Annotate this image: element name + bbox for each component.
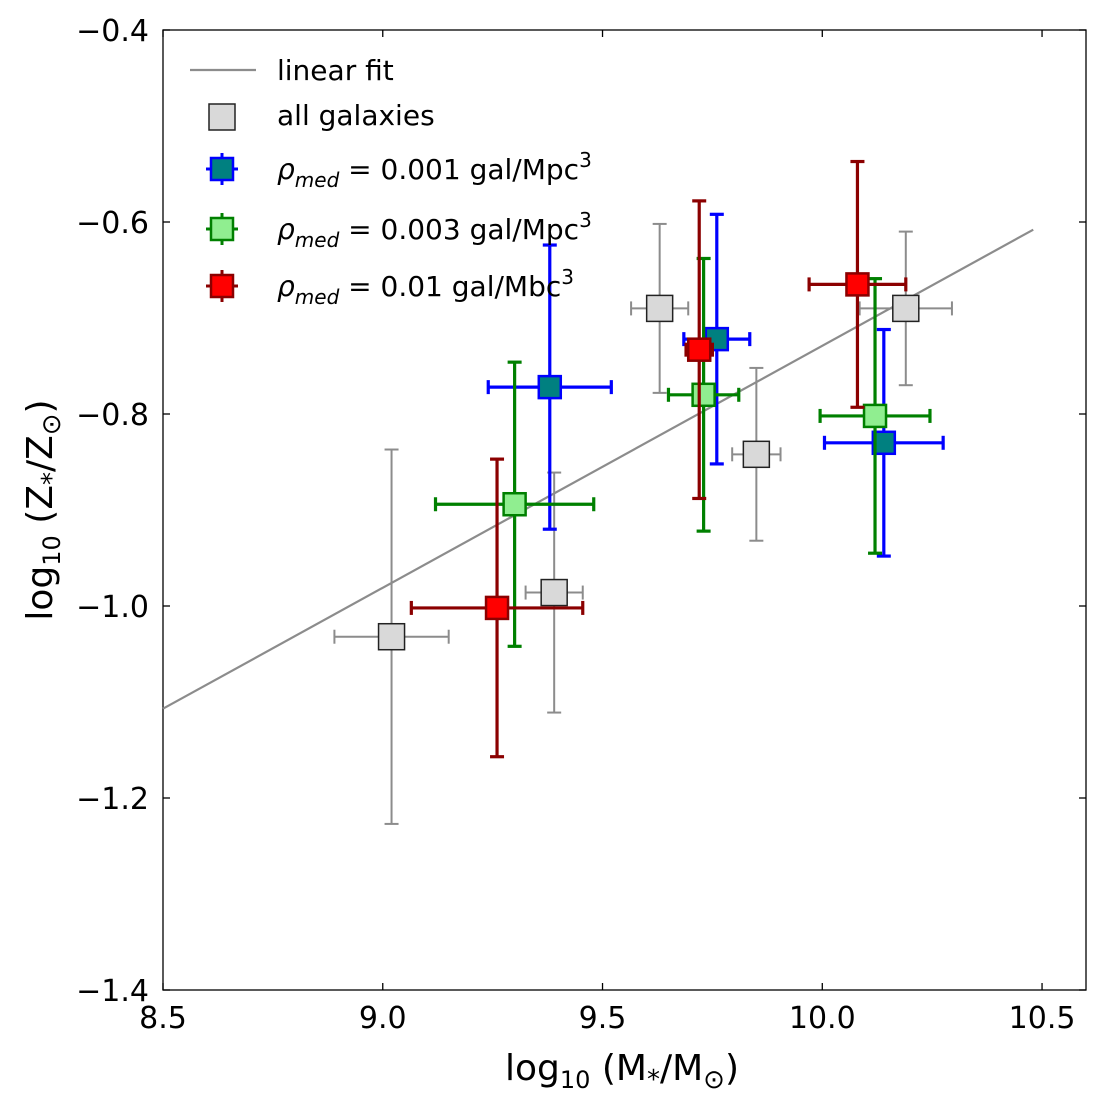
legend-green-swatch bbox=[206, 213, 238, 245]
legend-blue-swatch bbox=[206, 153, 238, 185]
x-tick-label: 9.0 bbox=[359, 1001, 407, 1036]
y-tick-label: −1.0 bbox=[76, 590, 149, 625]
data-point bbox=[524, 471, 584, 714]
point-marker bbox=[540, 578, 568, 607]
x-label-close: ) bbox=[725, 1048, 739, 1089]
point-marker bbox=[871, 430, 897, 456]
legend-red-label: ρmed = 0.01 gal/Mbc3 bbox=[277, 265, 574, 309]
fit-line-group bbox=[162, 228, 1034, 710]
data-point bbox=[486, 243, 613, 531]
data-point bbox=[333, 448, 450, 825]
data-point bbox=[409, 457, 585, 759]
legend-fit-label: linear fit bbox=[277, 54, 394, 87]
y-label-sub: 10 bbox=[38, 535, 66, 566]
linear-fit-line bbox=[162, 228, 1034, 710]
data-point bbox=[818, 277, 932, 555]
axis-ticks: 8.5 9.0 9.5 10.0 10.5 −0.4 −0.6 −0.8 −1.0 −1.2 −1.… bbox=[76, 14, 1086, 1036]
legend-red-rho: ρ bbox=[277, 270, 295, 303]
point-marker bbox=[502, 491, 527, 517]
data-point bbox=[630, 222, 690, 394]
x-tick-label: 10.5 bbox=[1009, 1001, 1076, 1036]
point-marker bbox=[484, 595, 510, 621]
legend-red-sup: 3 bbox=[561, 265, 574, 289]
data-point bbox=[807, 159, 908, 409]
point-marker bbox=[691, 382, 716, 408]
data-point bbox=[731, 366, 782, 542]
legend-green-rho: ρ bbox=[277, 213, 295, 246]
legend-blue-rho: ρ bbox=[277, 153, 295, 186]
legend-blue-sub: med bbox=[295, 168, 340, 192]
legend-red-swatch bbox=[206, 270, 238, 302]
x-tick-label: 9.5 bbox=[579, 1001, 627, 1036]
x-label-sun: ⊙ bbox=[703, 1065, 725, 1095]
x-tick-label: 10.0 bbox=[789, 1001, 856, 1036]
y-label-open: (Z bbox=[20, 485, 61, 535]
point-marker bbox=[845, 272, 870, 297]
point-marker bbox=[892, 294, 920, 323]
legend-green-val: = 0.003 gal/Mpc bbox=[339, 213, 579, 246]
legend-green-label: ρmed = 0.003 gal/Mpc3 bbox=[277, 208, 592, 252]
y-label-sun: ⊙ bbox=[37, 413, 67, 435]
data-point bbox=[684, 199, 715, 501]
x-label-star: * bbox=[647, 1065, 660, 1095]
legend-blue-sup: 3 bbox=[579, 148, 592, 172]
legend-red-sub: med bbox=[295, 285, 340, 309]
y-tick-label: −0.4 bbox=[76, 14, 149, 49]
y-tick-label: −0.8 bbox=[76, 398, 149, 433]
y-label-log: log bbox=[20, 566, 61, 621]
point-marker bbox=[377, 622, 406, 651]
legend-all-label: all galaxies bbox=[277, 99, 435, 132]
y-axis-label: log10 (Z*/Z⊙) bbox=[20, 399, 67, 620]
legend-green-sub: med bbox=[295, 228, 340, 252]
y-label-star: * bbox=[37, 472, 67, 485]
legend-all-swatch bbox=[208, 103, 236, 131]
point-marker bbox=[742, 440, 771, 469]
x-label-sub: 10 bbox=[560, 1066, 591, 1094]
x-label-mid: /M bbox=[660, 1048, 703, 1089]
x-axis-label: log10 (M*/M⊙) bbox=[505, 1048, 739, 1095]
point-marker bbox=[537, 374, 563, 400]
y-label-close: ) bbox=[20, 399, 61, 413]
point-marker bbox=[645, 294, 674, 323]
y-tick-label: −1.2 bbox=[76, 782, 149, 817]
data-point bbox=[666, 256, 741, 533]
y-tick-label: −0.6 bbox=[76, 206, 149, 241]
data-point bbox=[858, 230, 953, 387]
legend-blue-val: = 0.001 gal/Mpc bbox=[339, 153, 579, 186]
legend-red-val: = 0.01 gal/Mbc bbox=[339, 270, 561, 303]
x-tick-label: 8.5 bbox=[139, 1001, 187, 1036]
data-point bbox=[433, 360, 596, 648]
legend: linear fit all galaxies ρmed = 0.001 gal… bbox=[190, 54, 592, 309]
legend-blue-label: ρmed = 0.001 gal/Mpc3 bbox=[277, 148, 592, 192]
data-points bbox=[333, 159, 953, 825]
x-label-log: log bbox=[505, 1048, 560, 1089]
data-point bbox=[822, 327, 945, 558]
x-label-open: (M bbox=[590, 1048, 647, 1089]
y-label-mid: /Z bbox=[20, 435, 61, 472]
legend-green-sup: 3 bbox=[579, 208, 592, 232]
point-marker bbox=[862, 403, 888, 429]
y-tick-label: −1.4 bbox=[76, 974, 149, 1009]
plot-frame bbox=[162, 29, 1087, 991]
point-marker bbox=[686, 337, 712, 362]
